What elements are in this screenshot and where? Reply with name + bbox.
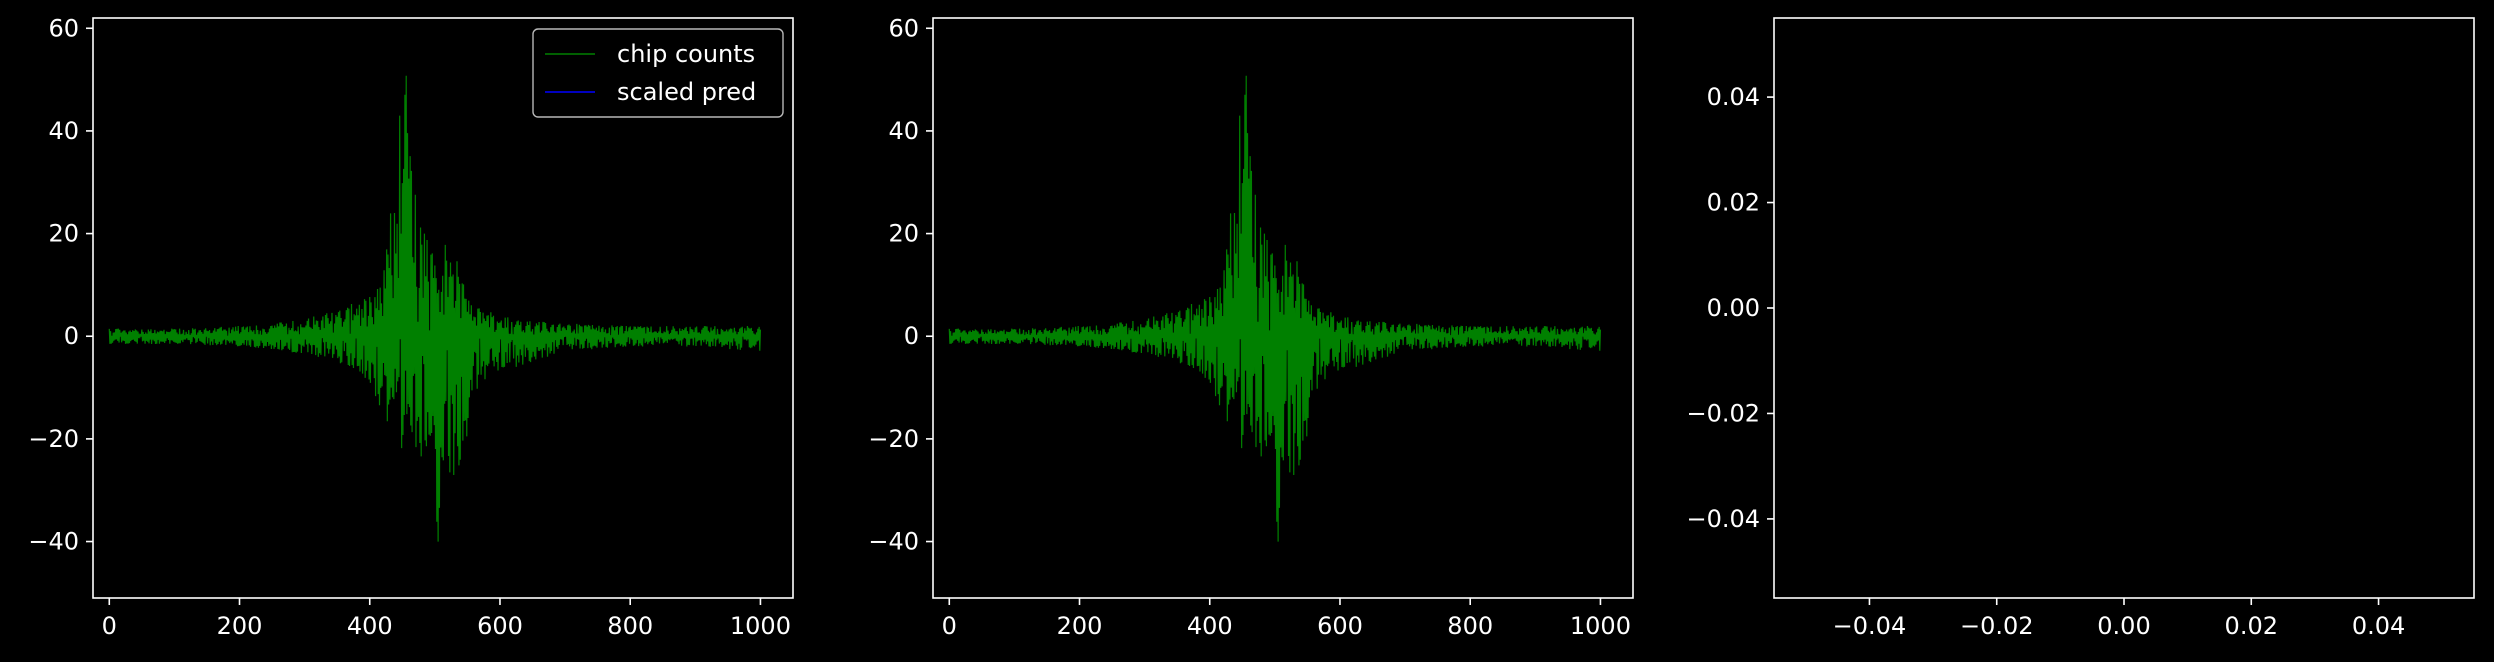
- x-tick-label: 200: [1057, 612, 1103, 640]
- y-tick-label: 0: [904, 322, 919, 350]
- x-tick-label: 200: [217, 612, 263, 640]
- y-tick-label: 40: [48, 117, 79, 145]
- y-tick-label: 0: [64, 322, 79, 350]
- legend-box: [532, 28, 784, 118]
- x-tick-label: 0: [942, 612, 957, 640]
- x-tick-label: 0.00: [2097, 612, 2150, 640]
- y-tick-label: 0.02: [1707, 189, 1760, 217]
- y-tick-label: −0.02: [1686, 399, 1760, 427]
- x-tick-label: 1000: [1570, 612, 1631, 640]
- y-tick-label: −40: [868, 528, 919, 556]
- x-tick-label: 400: [347, 612, 393, 640]
- y-tick-label: 20: [888, 220, 919, 248]
- y-tick-label: −20: [28, 425, 79, 453]
- x-tick-label: 0.04: [2352, 612, 2405, 640]
- axes-frame: [92, 17, 794, 599]
- y-tick-label: 60: [888, 14, 919, 42]
- legend-label: scaled pred: [617, 78, 756, 106]
- y-tick-label: 40: [888, 117, 919, 145]
- x-tick-label: 800: [607, 612, 653, 640]
- y-tick-label: −20: [868, 425, 919, 453]
- x-tick-label: 1000: [730, 612, 791, 640]
- panel-3: −0.04 −0.02 0.00 0.02 0.04 −0.04 −0.02 0.00 0.02…: [1686, 17, 2475, 640]
- panel-1: 0 200 400 600 800 1000 −40 −20 0 20 40 60 chip count…: [28, 14, 794, 640]
- x-tick-label: −0.02: [1960, 612, 2034, 640]
- x-tick-label: 0.02: [2225, 612, 2278, 640]
- y-tick-label: −0.04: [1686, 505, 1760, 533]
- axes-frame: [932, 17, 1634, 599]
- y-tick-label: 0.00: [1707, 294, 1760, 322]
- series-line-chip-counts: [948, 75, 1602, 542]
- y-tick-label: 60: [48, 14, 79, 42]
- plot-area: [108, 75, 762, 542]
- y-tick-label: −40: [28, 528, 79, 556]
- series-line-chip-counts: [108, 75, 762, 542]
- y-tick-label: 0.04: [1707, 83, 1760, 111]
- x-tick-label: 400: [1187, 612, 1233, 640]
- y-tick-label: 20: [48, 220, 79, 248]
- plot-area: [948, 75, 1602, 542]
- x-tick-label: 600: [477, 612, 523, 640]
- x-tick-label: 600: [1317, 612, 1363, 640]
- x-tick-label: 800: [1447, 612, 1493, 640]
- panel-2: 0 200 400 600 800 1000 −40 −20 0 20 40 60: [868, 14, 1634, 640]
- x-tick-label: 0: [102, 612, 117, 640]
- x-tick-label: −0.04: [1833, 612, 1907, 640]
- legend-label: chip counts: [617, 40, 755, 68]
